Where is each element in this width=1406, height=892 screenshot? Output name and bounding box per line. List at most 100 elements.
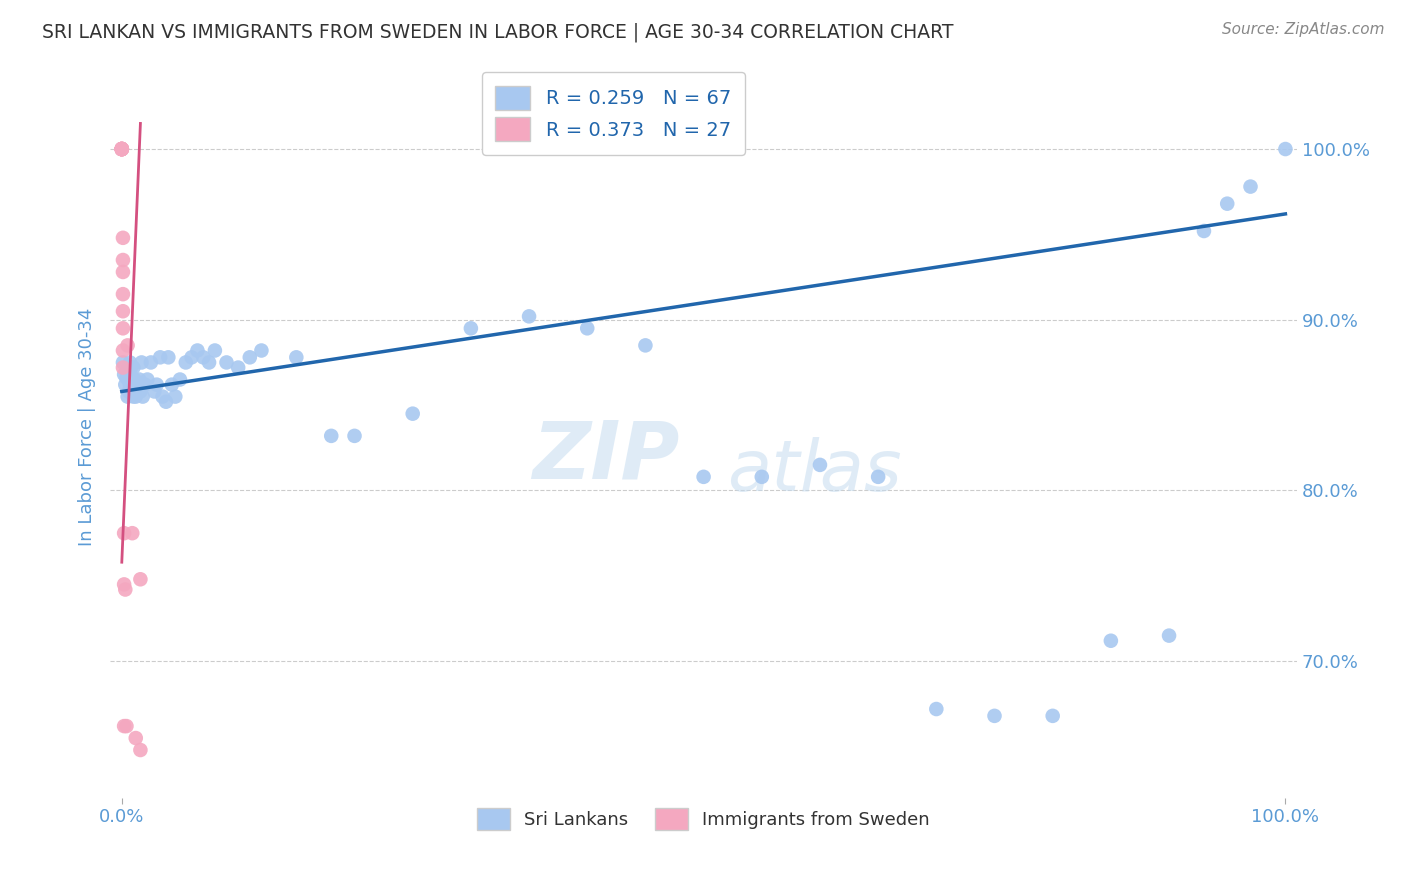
Point	[111, 142, 134, 156]
Point	[118, 355, 141, 369]
Text: SRI LANKAN VS IMMIGRANTS FROM SWEDEN IN LABOR FORCE | AGE 30-34 CORRELATION CHAR: SRI LANKAN VS IMMIGRANTS FROM SWEDEN IN …	[42, 22, 953, 42]
Point	[114, 582, 136, 597]
Point	[111, 142, 134, 156]
Point	[129, 743, 152, 757]
Point	[634, 338, 657, 352]
Point	[111, 343, 134, 358]
Text: atlas: atlas	[727, 436, 903, 506]
Point	[111, 142, 134, 156]
Point	[118, 377, 141, 392]
Point	[808, 458, 831, 472]
Point	[124, 372, 146, 386]
Point	[111, 142, 134, 156]
Point	[1239, 179, 1261, 194]
Point	[157, 351, 180, 365]
Point	[117, 390, 139, 404]
Point	[215, 355, 238, 369]
Point	[1192, 224, 1215, 238]
Point	[112, 719, 135, 733]
Text: Source: ZipAtlas.com: Source: ZipAtlas.com	[1222, 22, 1385, 37]
Point	[143, 384, 166, 399]
Point	[129, 572, 152, 586]
Point	[127, 384, 149, 399]
Point	[111, 265, 134, 279]
Point	[129, 384, 152, 399]
Point	[193, 351, 215, 365]
Point	[139, 355, 162, 369]
Point	[152, 390, 174, 404]
Point	[114, 377, 136, 392]
Point	[115, 371, 138, 385]
Point	[134, 377, 156, 392]
Point	[111, 142, 134, 156]
Point	[125, 390, 148, 404]
Point	[132, 390, 155, 404]
Point	[174, 355, 197, 369]
Y-axis label: In Labor Force | Age 30-34: In Labor Force | Age 30-34	[79, 307, 96, 546]
Point	[460, 321, 482, 335]
Point	[111, 355, 134, 369]
Point	[111, 142, 134, 156]
Point	[122, 360, 145, 375]
Point	[145, 377, 167, 392]
Point	[239, 351, 262, 365]
Point	[925, 702, 948, 716]
Point	[111, 287, 134, 301]
Point	[111, 142, 134, 156]
Point	[1042, 709, 1064, 723]
Point	[165, 390, 187, 404]
Point	[125, 731, 148, 745]
Point	[576, 321, 599, 335]
Point	[198, 355, 221, 369]
Point	[111, 321, 134, 335]
Point	[111, 304, 134, 318]
Point	[402, 407, 425, 421]
Point	[111, 360, 134, 375]
Point	[120, 377, 142, 392]
Point	[155, 394, 177, 409]
Point	[115, 719, 138, 733]
Point	[120, 360, 142, 375]
Point	[111, 231, 134, 245]
Point	[124, 384, 146, 399]
Point	[868, 470, 890, 484]
Legend: Sri Lankans, Immigrants from Sweden: Sri Lankans, Immigrants from Sweden	[467, 797, 941, 841]
Point	[128, 372, 150, 386]
Point	[1216, 196, 1239, 211]
Point	[125, 377, 148, 392]
Point	[321, 429, 343, 443]
Point	[121, 372, 143, 386]
Point	[111, 252, 134, 267]
Point	[285, 351, 308, 365]
Point	[226, 360, 249, 375]
Point	[131, 355, 153, 369]
Text: ZIP: ZIP	[533, 417, 681, 495]
Point	[112, 368, 135, 382]
Point	[250, 343, 273, 358]
Point	[1099, 633, 1122, 648]
Point	[169, 372, 191, 386]
Point	[180, 351, 202, 365]
Point	[983, 709, 1005, 723]
Point	[118, 384, 141, 399]
Point	[1274, 142, 1296, 156]
Point	[149, 351, 172, 365]
Point	[112, 526, 135, 541]
Point	[111, 142, 134, 156]
Point	[121, 384, 143, 399]
Point	[122, 390, 145, 404]
Point	[517, 310, 540, 324]
Point	[751, 470, 773, 484]
Point	[112, 577, 135, 591]
Point	[136, 372, 159, 386]
Point	[121, 526, 143, 541]
Point	[1157, 629, 1180, 643]
Point	[186, 343, 208, 358]
Point	[160, 377, 183, 392]
Point	[117, 338, 139, 352]
Point	[118, 360, 141, 375]
Point	[343, 429, 366, 443]
Point	[204, 343, 226, 358]
Point	[111, 142, 134, 156]
Point	[692, 470, 714, 484]
